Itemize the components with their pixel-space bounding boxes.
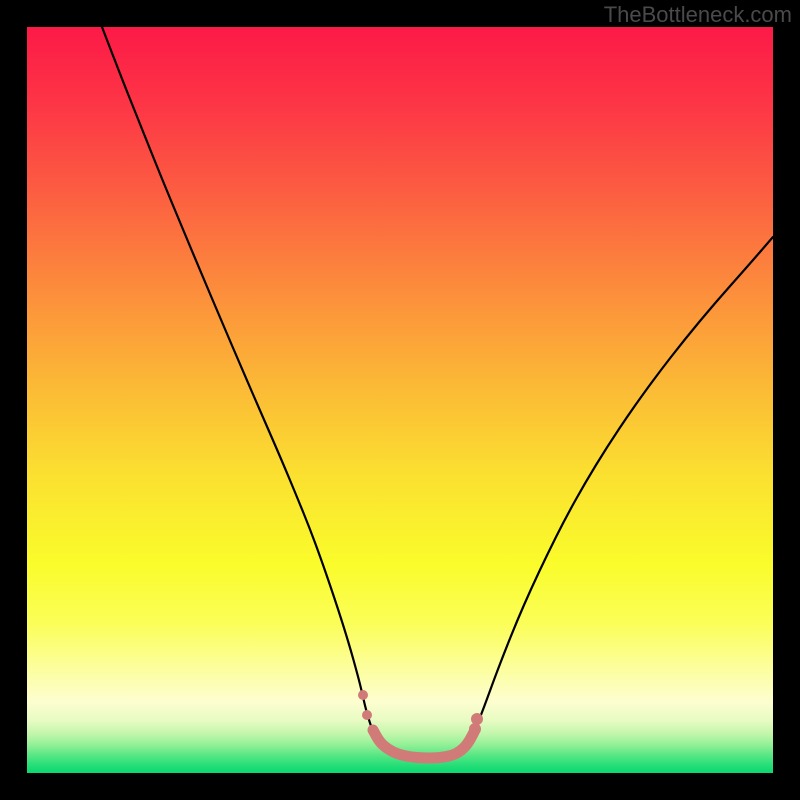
watermark-text: TheBottleneck.com <box>604 2 792 28</box>
curve-layer <box>27 27 773 773</box>
chart-frame: TheBottleneck.com <box>0 0 800 800</box>
plot-area <box>27 27 773 773</box>
marker-dot <box>469 723 481 735</box>
marker-dot <box>358 690 368 700</box>
marker-dot <box>362 710 372 720</box>
marker-thick-segment <box>373 730 475 758</box>
bottleneck-curve <box>102 27 773 758</box>
marker-dot <box>368 725 378 735</box>
marker-dot <box>471 713 483 725</box>
